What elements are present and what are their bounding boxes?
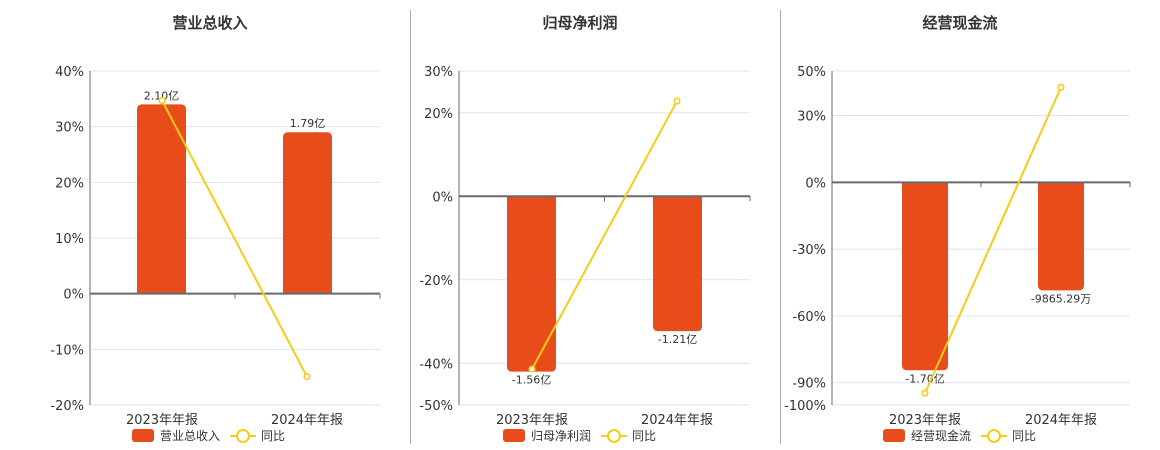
y-tick-label: 0% (63, 288, 84, 303)
bar-value-label: -1.56亿 (512, 374, 551, 387)
x-category-label: 2023年年报 (126, 413, 198, 428)
y-tick-label: -20% (50, 399, 84, 414)
line-legend-marker-icon[interactable] (601, 429, 628, 443)
yoy-point (673, 97, 681, 105)
line-legend-marker-icon[interactable] (230, 429, 257, 443)
chart-plot: 30% 20% 0% -20% -40% -50% -1.56亿 -1.21亿 2023年年报 2… (419, 65, 751, 428)
x-category-label: 2024年年报 (641, 413, 713, 428)
y-tick-label: 50% (797, 65, 826, 80)
bar-value-label: -1.21亿 (658, 333, 697, 346)
x-category-label: 2024年年报 (271, 413, 343, 428)
y-tick-label: 40% (55, 65, 84, 80)
bar-value-label: 1.79亿 (290, 117, 326, 130)
chart-plot: 40% 30% 20% 10% 0% -10% -20% 2.10亿 1.79亿 2023年年报 2… (50, 65, 381, 428)
chart-legend: 归母净利润 同比 (503, 427, 656, 444)
y-tick-label: -50% (419, 399, 453, 414)
bar-value-label: -1.70亿 (905, 372, 944, 385)
chart-panel: 归母净利润 30% 20% 0% -20% -40% -50% -1.56亿 -1.21亿 202… (410, 0, 780, 450)
panel-separator (780, 10, 781, 444)
yoy-point (921, 389, 929, 397)
line-legend-marker-icon[interactable] (981, 429, 1008, 443)
bar (653, 196, 702, 332)
chart-title: 归母净利润 (542, 14, 618, 32)
yoy-legend-label[interactable]: 同比 (261, 429, 286, 443)
y-tick-label: -40% (419, 357, 453, 372)
yoy-point (158, 96, 166, 105)
yoy-point (528, 365, 536, 373)
bar-value-label: 2.10亿 (144, 89, 180, 102)
bar (902, 182, 948, 371)
y-tick-label: 0% (805, 176, 826, 191)
bar-legend-label[interactable]: 经营现金流 (911, 429, 972, 443)
yoy-point (303, 373, 311, 381)
bar-legend-swatch-icon[interactable] (132, 429, 154, 442)
y-tick-label: 0% (432, 190, 453, 205)
y-tick-label: -20% (419, 274, 453, 289)
y-tick-label: 30% (797, 110, 826, 125)
bar (507, 196, 556, 372)
bar (137, 104, 186, 294)
bar-legend-swatch-icon[interactable] (883, 429, 905, 442)
y-tick-label: 10% (55, 232, 84, 247)
yoy-line (161, 100, 308, 378)
bar-legend-label[interactable]: 营业总收入 (160, 429, 221, 443)
bar-legend-label[interactable]: 归母净利润 (531, 429, 592, 443)
chart-legend: 经营现金流 同比 (883, 427, 1036, 444)
y-tick-label: -60% (792, 310, 826, 325)
chart-title: 经营现金流 (922, 14, 998, 32)
bar-legend-swatch-icon[interactable] (503, 429, 525, 442)
y-tick-label: -30% (792, 243, 826, 258)
chart-plot: 50% 30% 0% -30% -60% -90% -100% -1.70亿 -9865.29万… (784, 65, 1131, 428)
panel-separator (410, 10, 411, 444)
yoy-point (1057, 83, 1065, 91)
chart-title: 营业总收入 (172, 14, 248, 32)
chart-panel: 营业总收入 40% 30% 20% 10% 0% -10% -20% 2.10亿 1.79亿 202… (0, 0, 410, 450)
chart-legend: 营业总收入 同比 (132, 427, 285, 444)
yoy-line (531, 100, 678, 370)
y-tick-label: -100% (784, 399, 826, 414)
yoy-legend-label[interactable]: 同比 (1012, 429, 1037, 443)
bar (1038, 182, 1084, 291)
y-tick-label: 30% (424, 65, 453, 80)
x-category-label: 2023年年报 (496, 413, 568, 428)
bar-value-label: -9865.29万 (1031, 292, 1091, 305)
y-tick-label: 30% (55, 121, 84, 136)
y-tick-label: -10% (50, 343, 84, 358)
x-category-label: 2023年年报 (889, 413, 961, 428)
y-tick-label: 20% (424, 107, 453, 122)
y-tick-label: 20% (55, 176, 84, 191)
y-tick-label: -90% (792, 377, 826, 392)
bar (283, 132, 332, 294)
x-category-label: 2024年年报 (1025, 413, 1097, 428)
yoy-line (924, 86, 1062, 394)
chart-panel: 经营现金流 50% 30% 0% -30% -60% -90% -100% -1.70亿 -986… (780, 0, 1160, 450)
yoy-legend-label[interactable]: 同比 (632, 429, 657, 443)
